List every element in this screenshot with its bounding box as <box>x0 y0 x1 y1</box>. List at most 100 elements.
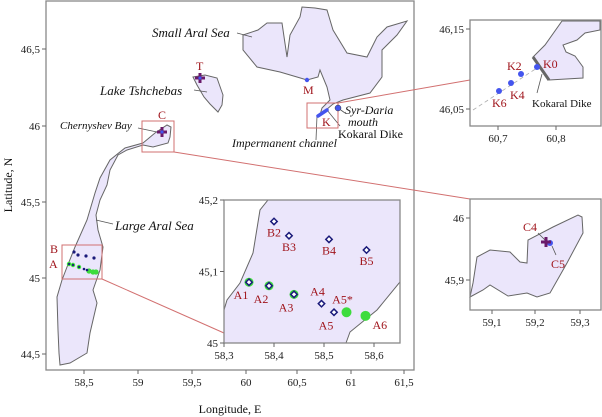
point-k6 <box>496 88 502 94</box>
station-label: B4 <box>322 243 336 257</box>
inset-c: C4 C5 59,1 59,2 59,3 46 45,9 <box>445 198 602 329</box>
connector-c <box>173 151 471 200</box>
station-label-c: C <box>158 108 166 122</box>
station-a3: A3 <box>279 289 299 314</box>
station-label: A3 <box>279 300 294 314</box>
inset-c-x-tick-label: 59,2 <box>525 317 544 329</box>
x-axis-label: Longitude, E <box>199 402 262 416</box>
station-label: A1 <box>234 288 249 302</box>
label-k0: K0 <box>543 57 558 71</box>
station-a5: A5 <box>319 307 339 332</box>
tshchebas-leader <box>193 89 208 93</box>
main-x-tick-label: 61,5 <box>394 377 414 389</box>
main-x-tick-label: 60 <box>241 377 253 389</box>
small-aral-sea-shape <box>242 6 409 117</box>
station-label-k: K <box>322 115 331 129</box>
label-tshchebas: Lake Tshchebas <box>99 83 182 98</box>
region-k-rect <box>306 102 339 129</box>
small-aral-leader <box>236 32 253 38</box>
label-kokaral: Kokaral Dike <box>338 127 403 141</box>
kokaral-dike-line <box>531 56 551 81</box>
station-b4: B4 <box>322 235 336 257</box>
station-k-dots <box>316 108 329 118</box>
station-label-b: B <box>50 242 58 256</box>
inset-ab-x-tick-label: 58,5 <box>314 350 334 362</box>
lake-tshchebas-shape <box>192 74 224 113</box>
k-points <box>496 64 540 94</box>
inset-c-y-tick-label: 45,9 <box>445 275 465 287</box>
station-label-t: T <box>196 59 204 73</box>
label-large-aral: Large Aral Sea <box>114 218 194 233</box>
label-syr-daria: Syr-Daria <box>345 103 393 117</box>
station-a4: A4 <box>310 285 326 308</box>
station-label: B5 <box>359 254 373 268</box>
y-axis-label: Latitude, N <box>1 157 15 212</box>
cross-c-icon <box>157 127 167 137</box>
station-label: A5* <box>332 292 353 306</box>
point-k0 <box>534 64 540 70</box>
main-x-tick-label: 61 <box>346 377 357 389</box>
station-label: A4 <box>310 285 325 299</box>
main-x-tick-label: 60,5 <box>287 377 307 389</box>
station-label: A2 <box>254 292 269 306</box>
inset-ab-y-tick-label: 45,1 <box>199 267 218 279</box>
inset-c-x-tick-label: 59,3 <box>570 317 590 329</box>
main-y-tick-label: 44,5 <box>21 349 41 361</box>
label-c4: C4 <box>523 220 537 234</box>
main-y-tick-label: 46,5 <box>21 44 41 56</box>
inset-ab-x-tick-label: 58,3 <box>214 350 234 362</box>
main-y-tick-label: 46 <box>29 121 41 133</box>
region-ab-rect <box>61 244 103 280</box>
inset-ab-y-tick-label: 45,2 <box>199 195 218 207</box>
label-c5: C5 <box>551 257 565 271</box>
large-aral-leader <box>95 219 114 225</box>
point-k2 <box>518 71 524 77</box>
main-x-tick-label: 59 <box>133 377 145 389</box>
station-label-a: A <box>49 257 58 271</box>
cross-c4-icon <box>541 237 551 247</box>
k-transect-line <box>472 65 541 111</box>
region-c-rect <box>141 120 175 153</box>
main-map-frame <box>45 0 415 371</box>
main-points <box>66 73 342 275</box>
label-inset-kokaral: Kokaral Dike <box>532 98 592 110</box>
inset-ab-x-tick-label: 58,6 <box>364 350 384 362</box>
main-y-tick-label: 45 <box>29 273 41 285</box>
inset-ab-y-tick-label: 45 <box>207 338 219 350</box>
c-leaders <box>537 232 557 256</box>
inset-k-frame <box>469 19 602 127</box>
connector-k <box>337 79 471 104</box>
station-b3: B3 <box>282 231 296 254</box>
main-y-tick-label: 45,5 <box>21 197 41 209</box>
label-small-aral: Small Aral Sea <box>152 25 230 40</box>
point-k4 <box>508 80 514 86</box>
station-a6: A6 <box>360 310 388 332</box>
station-b5: B5 <box>359 245 374 268</box>
main-axis-ticks: 58,5 59 59,5 60 60,5 61 61,5 46,5 46 45,5 45 44,5 <box>21 44 414 389</box>
station-a2: A2 <box>254 281 274 306</box>
inset-c-y-tick-label: 46 <box>453 213 465 225</box>
chernyshev-leader <box>137 127 158 133</box>
main-x-tick-label: 58,5 <box>74 377 94 389</box>
inset-c-x-tick-label: 59,1 <box>482 317 501 329</box>
main-b-dots <box>72 250 96 260</box>
station-a1: A1 <box>234 277 254 302</box>
label-impermanent: Impermanent channel <box>231 136 338 150</box>
label-chernyshev: Chernyshev Bay <box>60 120 132 132</box>
inset-k-y-tick-label: 46,05 <box>439 104 464 116</box>
label-k6: K6 <box>492 96 507 110</box>
cross-t-icon <box>195 73 205 83</box>
label-k2: K2 <box>507 59 522 73</box>
connector-ab <box>101 278 225 334</box>
station-label: A5 <box>319 318 334 332</box>
main-a-dots <box>66 261 99 275</box>
station-label: B2 <box>267 225 281 239</box>
station-label: A6 <box>373 318 388 332</box>
syr-daria-dot <box>334 104 342 112</box>
station-m-dot <box>304 77 310 83</box>
inset-k-y-tick-label: 46,15 <box>439 24 464 36</box>
large-aral-sea-shape <box>56 124 172 366</box>
station-b2: B2 <box>267 217 281 239</box>
